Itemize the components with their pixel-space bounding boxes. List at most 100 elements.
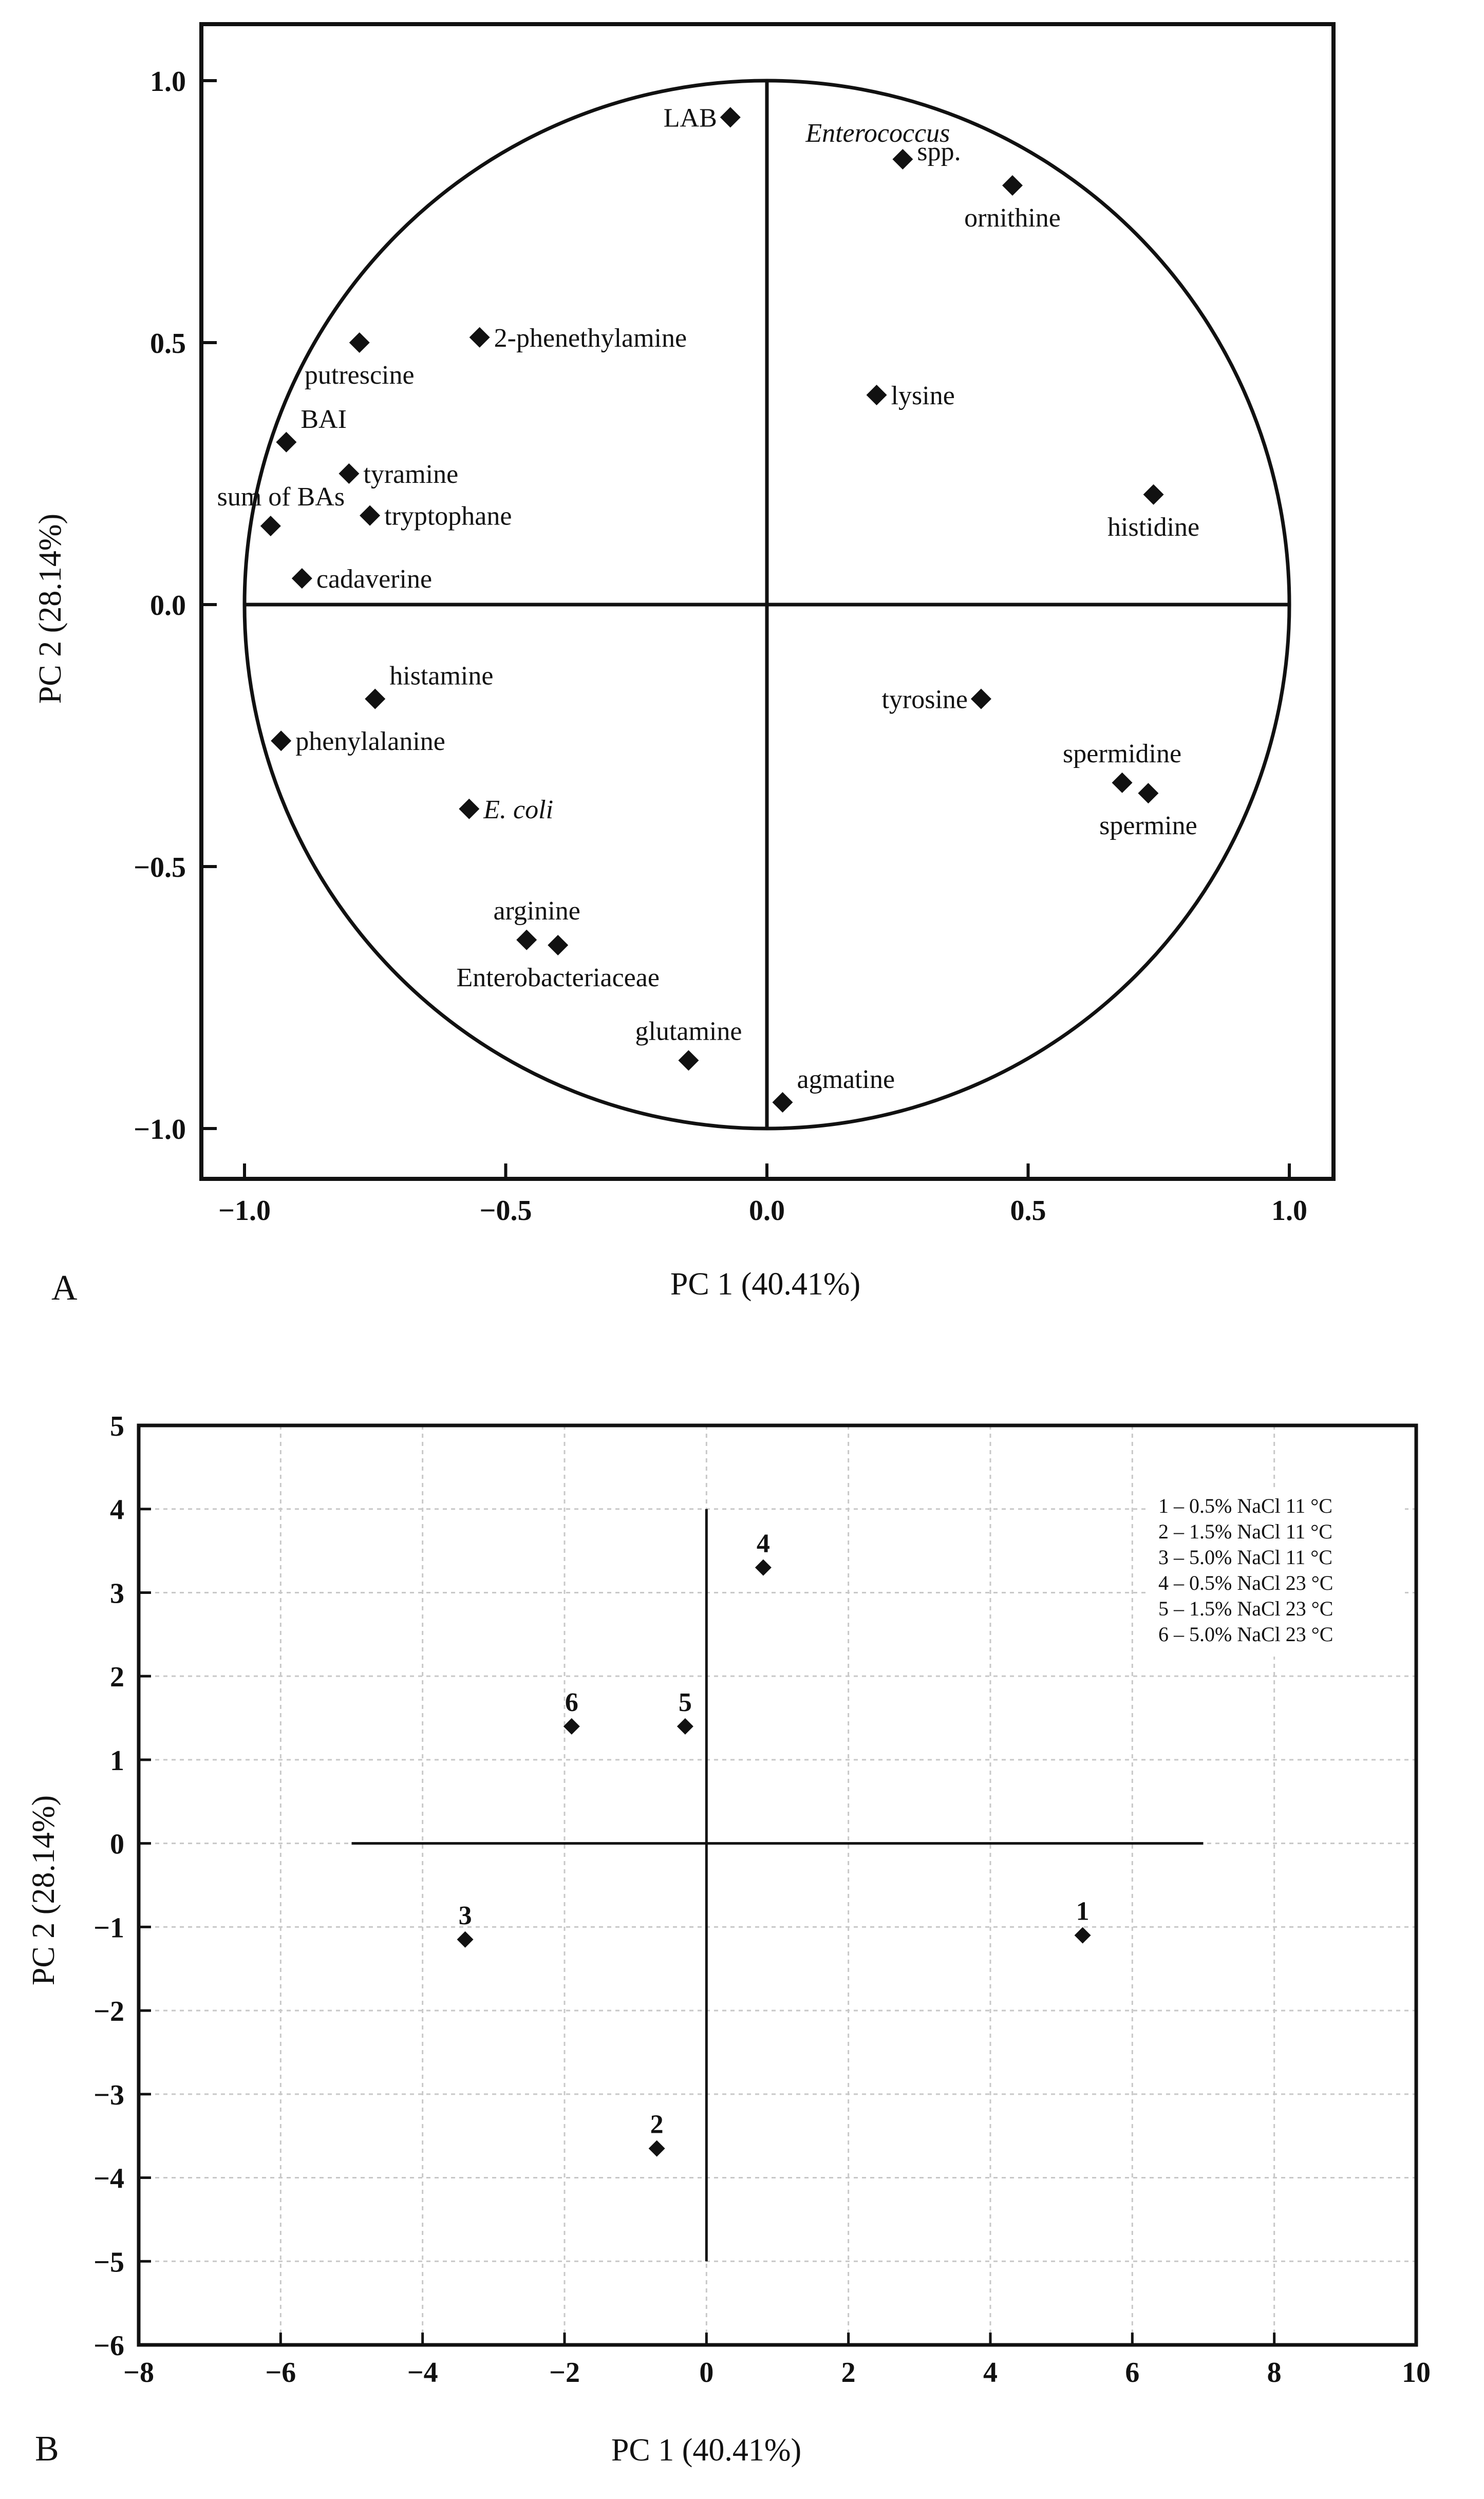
panel-a-point-lab [720,107,741,128]
panel-a-x-tick-label: −1.0 [218,1195,271,1227]
panel-b-x-tick-label: 10 [1402,2357,1431,2389]
panel-a-point-label-histidine: histidine [1107,513,1199,542]
panel-a-y-tick-label: 1.0 [150,66,186,98]
panel-a-y-tick-label: −0.5 [134,852,186,884]
panel-b-y-tick-label: 4 [110,1494,124,1526]
panel-a-point-label-2-phenethylamine: 2-phenethylamine [494,324,687,353]
panel-b-x-tick-label: 4 [983,2357,998,2389]
panel-b-point-label-4: 4 [757,1529,770,1558]
panel-a-point-label-bai: BAI [300,405,347,434]
panel-a-point-label-histamine: histamine [389,662,493,691]
panel-b-point-label-6: 6 [565,1688,578,1717]
panel-b-legend-entry-3: 3 – 5.0% NaCl 11 °C [1158,1546,1332,1569]
panel-a-point-arginine [516,929,537,950]
panel-b-legend-entry-4: 4 – 0.5% NaCl 23 °C [1158,1571,1333,1594]
panel-b-legend-entry-1: 1 – 0.5% NaCl 11 °C [1158,1494,1332,1517]
panel-b-y-tick-label: −3 [93,2079,124,2111]
panel-b-point-label-1: 1 [1076,1897,1089,1926]
panel-b-point-label-3: 3 [459,1901,472,1930]
panel-b-y-tick-label: −6 [93,2330,124,2362]
panel-b-y-tick-label: 1 [110,1745,124,1777]
panel-a-x-axis-title: PC 1 (40.41%) [670,1267,860,1302]
panel-a-point-tyramine [339,463,360,484]
panel-a-loadings-plot: −1.0 −0.5 0.0 0.5 1.0 1.0 0.5 0.0 −0.5 −1.0 LAB En… [33,22,1336,1308]
panel-a-point-label-phenylalanine: phenylalanine [295,727,445,756]
panel-b-y-tick-label: 3 [110,1577,124,1609]
panel-a-point-lysine [866,385,887,405]
panel-a-point-label-ornithine: ornithine [964,203,1061,233]
panel-a-point-label-spermine: spermine [1099,811,1197,840]
panel-b-point-5 [677,1718,693,1735]
panel-a-x-tick-label: −0.5 [480,1195,532,1227]
panel-a-unit-circle [242,79,1291,1131]
panel-a-x-tick-label: 0.5 [1010,1195,1046,1227]
panel-a-point-enterobacteriaceae [548,935,569,955]
panel-a-point-label-agmatine: agmatine [797,1065,895,1094]
panel-a-point-label-tyrosine: tyrosine [881,685,968,715]
panel-a-point-spermine [1138,783,1159,804]
panel-a-x-tick-label: 0.0 [749,1195,785,1227]
panel-a-point-label-putrescine: putrescine [305,361,415,390]
panel-a-point-label-glutamine: glutamine [635,1017,742,1046]
panel-b-plot-frame [137,1423,1418,2347]
panel-b-x-tick-label: −8 [123,2357,154,2389]
panel-a-point-label-lysine: lysine [891,381,955,410]
panel-b-y-tick-label: 2 [110,1661,124,1693]
panel-b-x-tick-label: −2 [549,2357,580,2389]
panel-a-y-tick-label: 0.5 [150,328,186,360]
panel-b-legend-entry-2: 2 – 1.5% NaCl 11 °C [1158,1520,1332,1543]
panel-a-point-label-spp: spp. [917,137,961,166]
panel-a-x-tick-label: 1.0 [1271,1195,1307,1227]
panel-a-point-tyrosine [970,688,991,709]
panel-b-x-tick-label: 0 [699,2357,713,2389]
panel-a-point-2-phenethylamine [469,327,490,348]
panel-a-point-label-enterococcus: Enterococcus [805,119,950,148]
panel-b-origin-cross [351,1509,1204,2262]
panel-b-letter: B [35,2429,59,2469]
panel-a-point-histidine [1143,484,1164,505]
panel-b-y-axis-title: PC 2 (28.14%) [26,1795,61,1985]
panel-a-point-phenylalanine [271,730,292,751]
panel-a-point-label-enterobacteriaceae: Enterobacteriaceae [456,963,659,992]
panel-a-point-tryptophane [360,505,381,526]
panel-b-point-4 [755,1559,772,1576]
panel-a-point-histamine [365,688,386,709]
panel-a-point-label-sum-of-bas: sum of BAs [217,482,345,512]
panel-a-point-glutamine [678,1050,699,1071]
panel-b-points: 1 2 3 4 5 6 [457,1529,1091,2157]
panel-b-legend-box [1148,1487,1405,1657]
panel-b-point-label-5: 5 [679,1688,692,1717]
panel-b-x-tick-label: 6 [1125,2357,1139,2389]
panel-a-point-label-cadaverine: cadaverine [316,565,432,594]
panel-a-point-label-tyramine: tyramine [363,460,458,489]
panel-b-x-tick-label: 2 [841,2357,856,2389]
panel-a-point-cadaverine [291,568,312,589]
panel-b-point-3 [457,1931,474,1948]
panel-b-y-tick-label: −5 [93,2246,124,2278]
panel-a-ticks: −1.0 −0.5 0.0 0.5 1.0 1.0 0.5 0.0 −0.5 −1.0 [134,66,1307,1227]
panel-a-point-ornithine [1002,175,1023,196]
panel-b-point-6 [563,1718,580,1735]
panel-a-point-label-spermidine: spermidine [1063,739,1181,768]
panel-b-x-tick-label: 8 [1267,2357,1282,2389]
panel-a-point-label-e-coli: E. coli [483,795,553,824]
panel-b-y-tick-label: 0 [110,1829,124,1861]
panel-b-y-tick-label: 5 [110,1411,124,1442]
panel-a-y-tick-label: 0.0 [150,590,186,622]
panel-b-y-tick-label: −4 [93,2163,124,2195]
panel-a-point-spermidine [1112,772,1133,793]
panel-b-y-tick-label: −1 [93,1912,124,1944]
panel-b-point-label-2: 2 [650,2110,664,2139]
panel-a-letter: A [51,1268,78,1308]
panel-a-y-tick-label: −1.0 [134,1114,186,1145]
panel-a-point-putrescine [349,332,370,353]
panel-a-point-enterococcus-spp [892,149,913,170]
panel-b-point-1 [1074,1927,1091,1944]
panel-a-y-axis-title: PC 2 (28.14%) [33,514,68,704]
panel-b-x-axis-title: PC 1 (40.41%) [611,2433,801,2468]
panel-a-point-label-tryptophane: tryptophane [384,502,512,531]
